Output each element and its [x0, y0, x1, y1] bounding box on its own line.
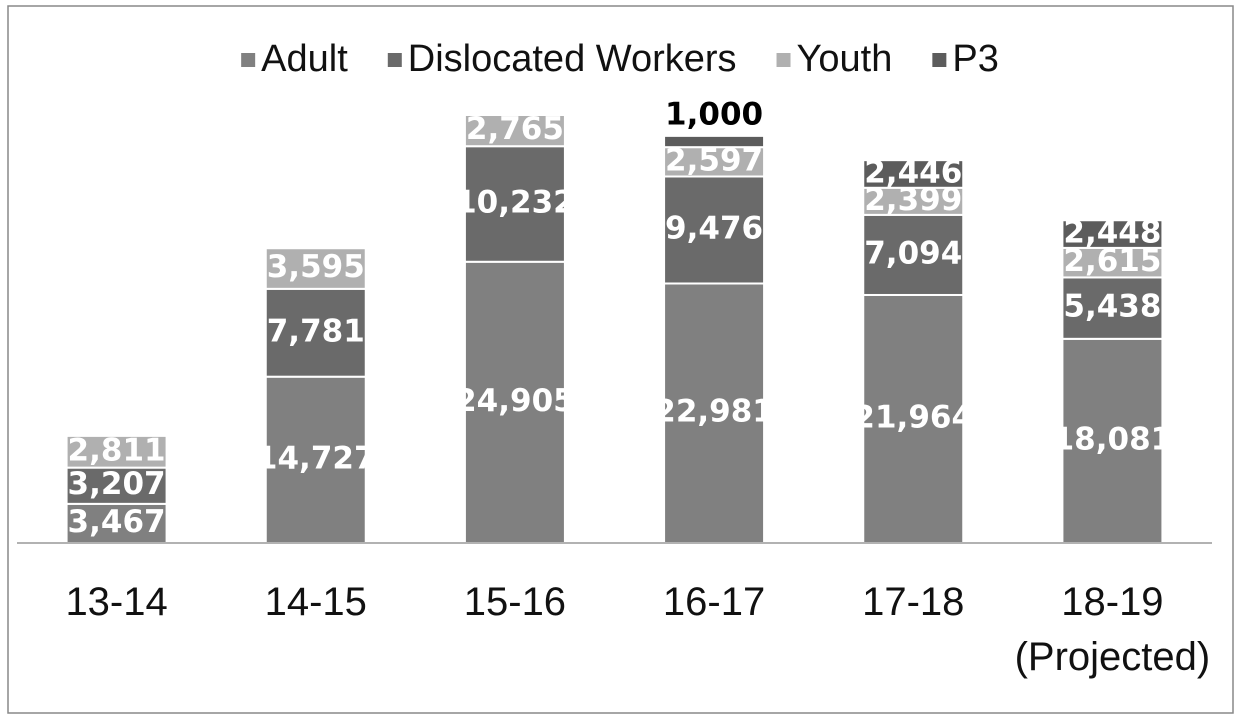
bar-segment [65, 434, 168, 469]
x-tick-label: 15-16 [463, 580, 567, 624]
bar-segment [862, 186, 965, 216]
x-tick-label: 18-19 (Projected) [1014, 580, 1211, 679]
bar-segment [1061, 246, 1164, 279]
value-label: 1,000 [665, 96, 763, 132]
x-tick-label: 14-15 [264, 580, 367, 624]
value-label: 10,232 [455, 184, 575, 220]
bar-segment [862, 213, 965, 296]
bar-segment [463, 145, 566, 263]
value-label: 3,207 [68, 466, 166, 502]
x-tick-label: 17-18 [862, 580, 965, 624]
bar-segment [65, 466, 168, 505]
chart-frame [7, 5, 1234, 714]
bar-segment [1061, 219, 1164, 249]
value-label: 2,597 [665, 142, 763, 178]
legend-item: Youth [776, 38, 893, 80]
value-label: 22,981 [654, 394, 774, 430]
bar-segment [1061, 337, 1164, 544]
bar-segment [663, 282, 766, 544]
value-label: 2,811 [68, 432, 166, 468]
bar-segment [65, 502, 168, 545]
legend-label: Adult [261, 38, 348, 80]
value-label: 3,467 [68, 504, 166, 540]
legend-swatch [387, 53, 402, 67]
bar-segment [264, 375, 367, 544]
bar-segment [663, 146, 766, 178]
value-label: 24,905 [455, 383, 575, 419]
bar-segment [264, 247, 367, 290]
value-label: 14,727 [256, 440, 376, 476]
value-label: 18,081 [1053, 421, 1173, 457]
legend-item: P3 [932, 38, 999, 80]
bar-segment [463, 114, 566, 148]
legend-item: Dislocated Workers [387, 38, 737, 80]
bar-segment [663, 134, 766, 149]
value-label: 2,448 [1063, 215, 1161, 251]
value-label: 2,765 [466, 111, 564, 147]
x-tick-label: 16-17 [662, 580, 766, 624]
value-label: 2,446 [864, 154, 962, 190]
legend-swatch [241, 53, 256, 67]
value-label: 3,595 [267, 249, 365, 285]
value-label: 21,964 [853, 399, 973, 435]
bar-segment [463, 260, 566, 544]
value-label: 7,094 [864, 235, 962, 271]
value-label: 5,438 [1063, 289, 1161, 325]
legend-label: P3 [952, 38, 998, 80]
bar-segment [862, 159, 965, 189]
legend-swatch [776, 53, 791, 67]
value-label: 7,781 [267, 313, 365, 349]
legend-swatch [932, 53, 947, 67]
legend-label: Youth [797, 38, 893, 80]
x-tick-label: 13-14 [65, 580, 168, 624]
value-label: 9,476 [665, 210, 763, 246]
bar-segment [663, 175, 766, 285]
value-label: 2,615 [1063, 243, 1161, 279]
legend-item: Adult [241, 38, 348, 80]
bar-segment [1061, 276, 1164, 340]
legend-label: Dislocated Workers [408, 38, 737, 80]
